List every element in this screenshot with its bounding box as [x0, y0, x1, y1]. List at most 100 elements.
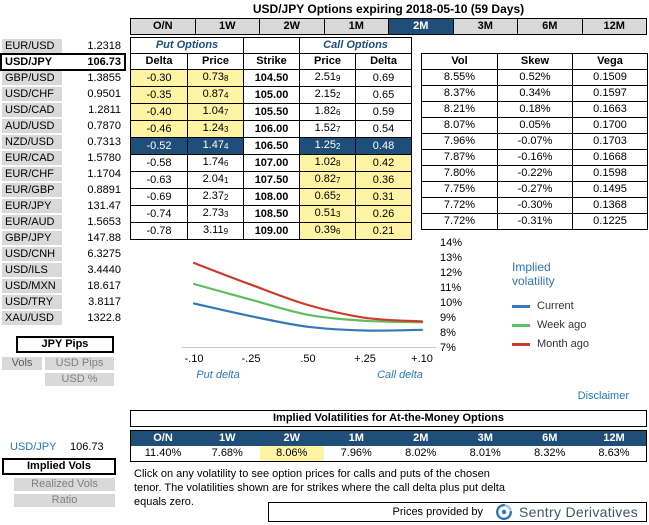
- pair-label: USD/ILS: [2, 263, 62, 277]
- atm-tenor-2w[interactable]: 2W: [259, 430, 324, 446]
- disclaimer-link[interactable]: Disclaimer: [577, 390, 629, 402]
- svg-text:+.10: +.10: [411, 353, 433, 365]
- tenor-tab-1w[interactable]: 1W: [194, 18, 260, 35]
- unit-toggle-jpy-pips[interactable]: JPY Pips: [16, 336, 114, 353]
- svg-text:-.25: -.25: [242, 353, 261, 365]
- vol-row: 7.96% -0.07% 0.1703: [421, 133, 648, 150]
- call-delta-cell: 0.54: [355, 120, 413, 138]
- pair-label: EUR/USD: [2, 39, 62, 53]
- sidebar-pair-usd-cad[interactable]: USD/CAD 1.2811: [2, 103, 124, 117]
- vol-cell: 8.07%: [421, 117, 498, 134]
- pair-spot-value: 0.7870: [87, 120, 121, 132]
- sidebar-pair-usd-mxn[interactable]: USD/MXN 18.617: [2, 279, 124, 293]
- atm-vol-6m[interactable]: 8.32%: [517, 446, 582, 462]
- sidebar-pair-gbp-jpy[interactable]: GBP/JPY 147.88: [2, 231, 124, 245]
- sidebar-pair-usd-jpy[interactable]: USD/JPY 106.73: [0, 53, 126, 71]
- tab-implied-vols[interactable]: Implied Vols: [2, 458, 116, 475]
- pair-label: EUR/CAD: [2, 151, 62, 165]
- pair-label: USD/TRY: [2, 295, 62, 309]
- atm-tenor-6m[interactable]: 6M: [517, 430, 582, 446]
- put-price-cell: 1.746: [186, 154, 245, 172]
- sidebar-pair-eur-aud[interactable]: EUR/AUD 1.5653: [2, 215, 124, 229]
- call-delta-cell: 0.31: [355, 188, 413, 206]
- call-delta-cell: 0.42: [355, 154, 413, 172]
- sidebar-pair-usd-ils[interactable]: USD/ILS 3.4440: [2, 263, 124, 277]
- tenor-tab-6m[interactable]: 6M: [517, 18, 583, 35]
- strike-cell: 108.50: [243, 205, 301, 223]
- sidebar-pair-eur-usd[interactable]: EUR/USD 1.2318: [2, 39, 124, 53]
- strike-cell: 109.00: [243, 222, 301, 240]
- sidebar-pair-eur-gbp[interactable]: EUR/GBP 0.8891: [2, 183, 124, 197]
- vega-cell: 0.1225: [572, 213, 648, 230]
- strike-cell: 106.00: [243, 120, 301, 138]
- pair-label: EUR/CHF: [2, 167, 62, 181]
- tab-realized-vols[interactable]: Realized Vols: [14, 478, 115, 491]
- atm-vol-table-container: O/N 1W 2W 1M 2M 3M 6M 12M 11.40% 7.68% 8.06% 7.96% 8…: [130, 430, 647, 462]
- currency-pair-list: EUR/USD 1.2318 USD/JPY 106.73 GBP/USD 1.3855 U…: [0, 39, 126, 327]
- atm-tenor-3m[interactable]: 3M: [453, 430, 518, 446]
- put-delta-cell: -0.69: [130, 188, 188, 206]
- atm-tenor-1w[interactable]: 1W: [195, 430, 260, 446]
- tenor-tab-12m[interactable]: 12M: [581, 18, 647, 35]
- col-header-vol: Vol: [421, 53, 498, 70]
- put-price-cell: 2.041: [186, 171, 245, 189]
- atm-tenor-on[interactable]: O/N: [130, 430, 195, 446]
- tenor-tab-on[interactable]: O/N: [130, 18, 196, 35]
- vega-cell: 0.1509: [572, 69, 648, 86]
- legend-line-swatch: [512, 323, 530, 327]
- atm-pair-link[interactable]: USD/JPY: [10, 441, 57, 453]
- unit-toggle-usd-percent[interactable]: USD %: [45, 373, 114, 386]
- atm-vol-2m[interactable]: 8.02%: [388, 446, 453, 462]
- pair-spot-value: 0.8891: [87, 184, 121, 196]
- sidebar-pair-xau-usd[interactable]: XAU/USD 1322.8: [2, 311, 124, 325]
- atm-tenor-1m[interactable]: 1M: [324, 430, 389, 446]
- sidebar-pair-usd-try[interactable]: USD/TRY 3.8117: [2, 295, 124, 309]
- atm-vol-on[interactable]: 11.40%: [130, 446, 195, 462]
- col-header-skew: Skew: [497, 53, 573, 70]
- call-delta-cell: 0.21: [355, 222, 413, 240]
- svg-text:11%: 11%: [440, 282, 461, 294]
- sidebar-pair-usd-chf[interactable]: USD/CHF 0.9501: [2, 87, 124, 101]
- atm-vol-1m[interactable]: 7.96%: [324, 446, 389, 462]
- sidebar-pair-aud-usd[interactable]: AUD/USD 0.7870: [2, 119, 124, 133]
- pair-spot-value: 1.5780: [87, 152, 121, 164]
- options-row: -0.63 2.041 107.50 0.827 0.36: [130, 171, 413, 189]
- put-price-cell: 2.733: [186, 205, 245, 223]
- provider-prefix: Prices provided by: [392, 506, 484, 518]
- call-price-cell: 1.527: [299, 120, 357, 138]
- sidebar-pair-eur-jpy[interactable]: EUR/JPY 131.47: [2, 199, 124, 213]
- atm-vol-12m[interactable]: 8.63%: [582, 446, 647, 462]
- pair-spot-value: 0.7313: [87, 136, 121, 148]
- pair-label: USD/JPY: [2, 55, 62, 69]
- put-delta-cell: -0.74: [130, 205, 188, 223]
- put-delta-cell: -0.40: [130, 103, 188, 121]
- sidebar-pair-eur-chf[interactable]: EUR/CHF 1.1704: [2, 167, 124, 181]
- skew-cell: -0.27%: [497, 181, 573, 198]
- tab-ratio[interactable]: Ratio: [14, 494, 115, 507]
- options-row: -0.69 2.372 108.00 0.652 0.31: [130, 188, 413, 206]
- skew-cell: -0.22%: [497, 165, 573, 182]
- tenor-tab-2w[interactable]: 2W: [259, 18, 325, 35]
- sidebar-pair-nzd-usd[interactable]: NZD/USD 0.7313: [2, 135, 124, 149]
- pair-label: EUR/JPY: [2, 199, 62, 213]
- atm-vol-3m[interactable]: 8.01%: [453, 446, 518, 462]
- atm-tenor-12m[interactable]: 12M: [582, 430, 647, 446]
- tenor-tab-1m[interactable]: 1M: [323, 18, 389, 35]
- legend-title-line2: volatility: [512, 274, 555, 288]
- vol-cell: 7.80%: [421, 165, 498, 182]
- unit-toggle-usd-pips[interactable]: USD Pips: [45, 357, 114, 370]
- tenor-tab-2m[interactable]: 2M: [388, 18, 454, 35]
- col-header-put-delta: Delta: [130, 53, 188, 70]
- skew-cell: -0.31%: [497, 213, 573, 230]
- sidebar-pair-gbp-usd[interactable]: GBP/USD 1.3855: [2, 71, 124, 85]
- pair-spot-value: 131.47: [87, 200, 121, 212]
- legend-line-swatch: [512, 304, 530, 308]
- atm-tenor-2m[interactable]: 2M: [388, 430, 453, 446]
- svg-text:Call delta: Call delta: [377, 369, 423, 381]
- sidebar-pair-eur-cad[interactable]: EUR/CAD 1.5780: [2, 151, 124, 165]
- tenor-tab-3m[interactable]: 3M: [452, 18, 518, 35]
- sidebar-pair-usd-cnh[interactable]: USD/CNH 6.3275: [2, 247, 124, 261]
- atm-vol-1w[interactable]: 7.68%: [195, 446, 260, 462]
- atm-vol-2w[interactable]: 8.06%: [259, 446, 324, 462]
- call-price-cell: 1.028: [299, 154, 357, 172]
